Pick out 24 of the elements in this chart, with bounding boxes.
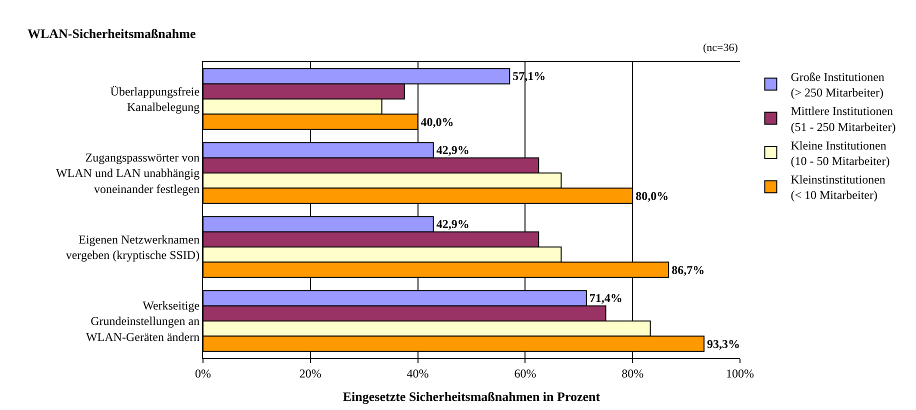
legend-label: Mittlere Institutionen (51 - 250 Mitarbeiter) [790,104,896,134]
legend-label: Große Institutionen (> 250 Mitarbeiter) [790,70,884,100]
y-tick-label: Eigenen Netzwerknamen vergeben (kryptische SSID) [66,232,200,262]
data-label: 93,3% [707,336,740,351]
y-tick-label: Zugangspasswörter von WLAN und LAN unabhängig voneinander festlegen [56,150,200,196]
data-label: 86,7% [672,262,705,277]
data-label: 40,0% [420,114,454,129]
y-tick-label: Werkseitige Grundeinstellungen an WLAN-Geräten ändern [86,298,200,344]
x-tick-label: 20% [299,366,322,380]
data-label: 42,9% [436,143,470,158]
x-tick-label: 0% [195,366,211,380]
x-tick-label: 100% [726,366,754,380]
chart-title: WLAN-Sicherheitsmaßnahme [27,26,196,41]
x-tick-label: 40% [406,366,429,380]
data-label: 71,4% [589,291,622,306]
data-label: 42,9% [436,217,470,232]
y-tick-label: Überlappungsfreie Kanalbelegung [110,84,200,114]
x-axis-title: Eingesetzte Sicherheitsmaßnahmen in Prozent [342,389,601,404]
text: (nc=36) [703,42,738,54]
data-label: 80,0% [636,188,669,203]
x-tick-label: 80% [622,366,644,380]
x-tick-label: 60% [514,366,536,380]
legend-label: Kleine Institutionen (10 - 50 Mitarbeiter) [790,138,890,168]
legend-label: Kleinstinstitutionen (< 10 Mitarbeiter) [790,172,886,202]
